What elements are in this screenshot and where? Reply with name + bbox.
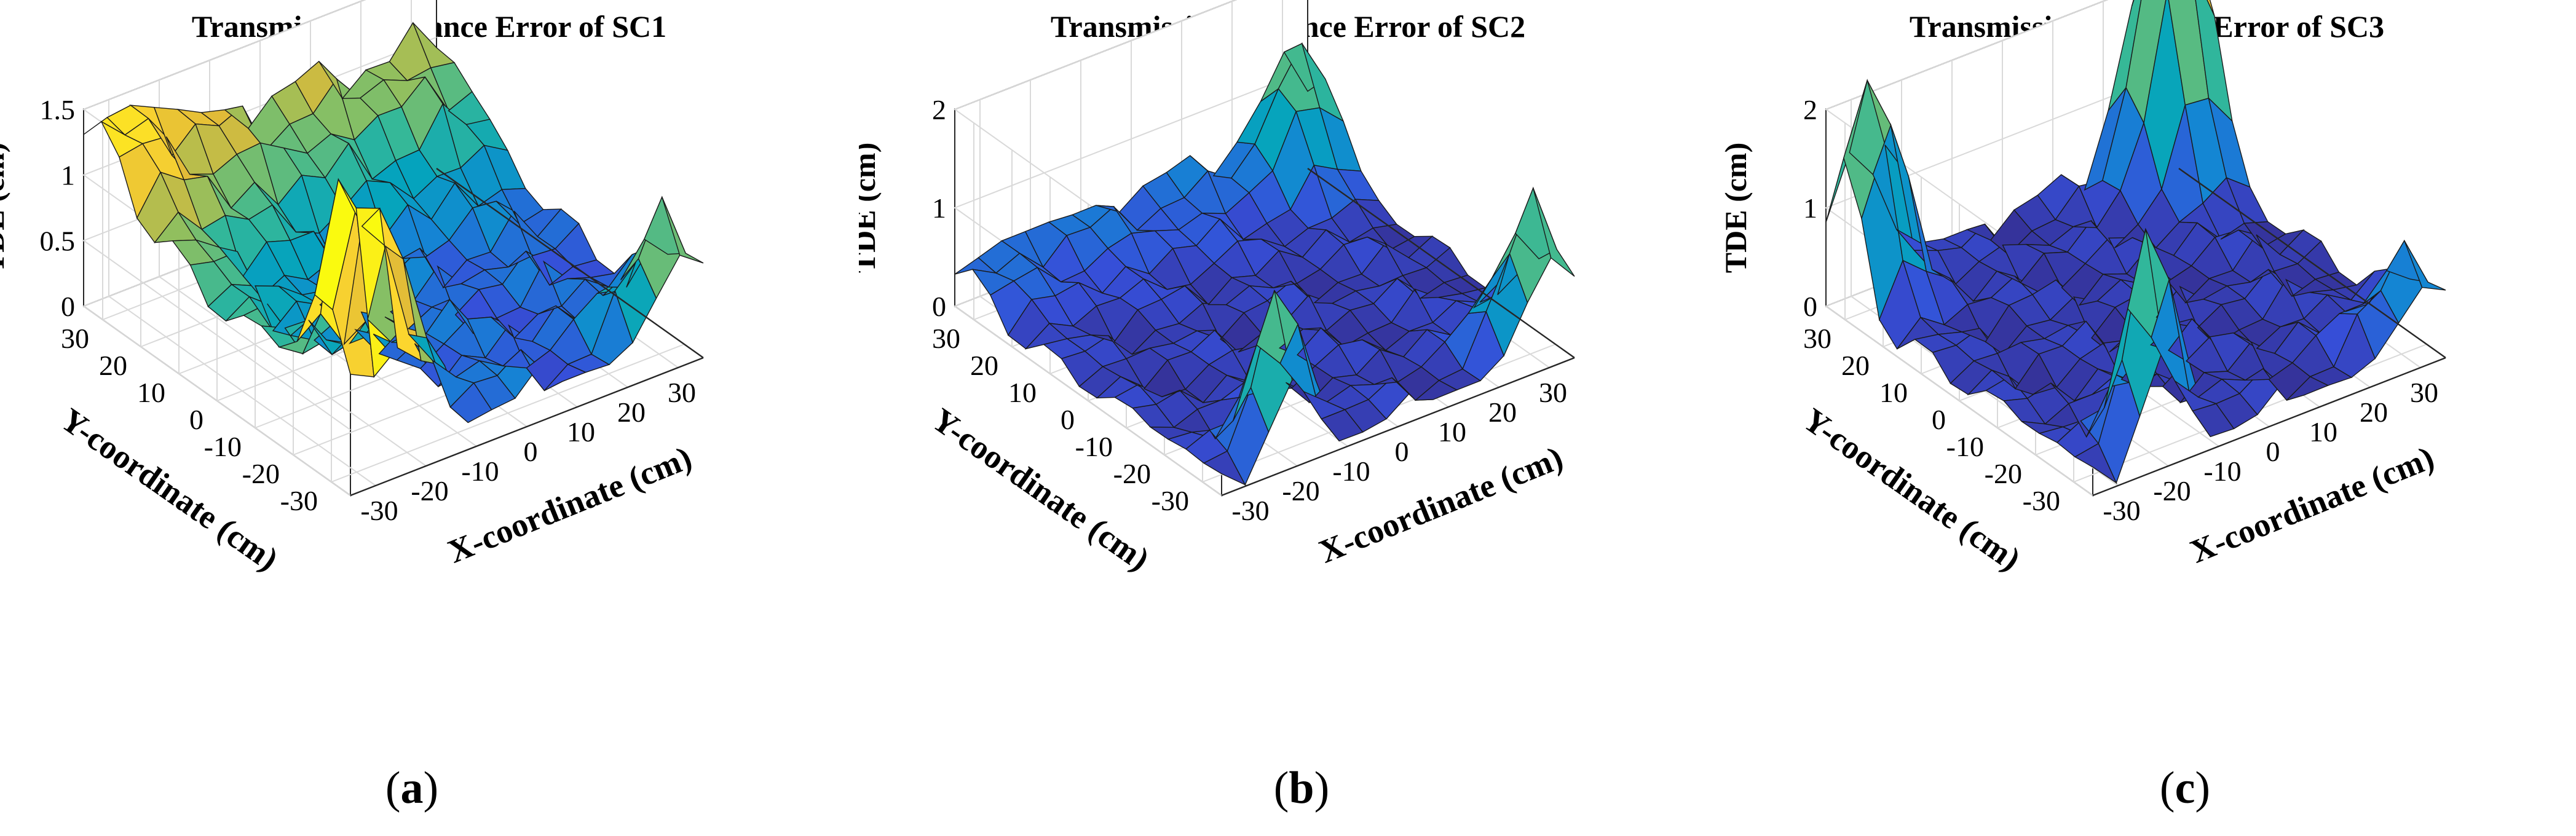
x-tick-label: -20 [411, 475, 448, 507]
x-tick-label: 0 [524, 436, 538, 467]
y-tick-label: -20 [242, 458, 280, 489]
x-tick-label: 0 [1395, 436, 1409, 467]
x-tick-label: -30 [360, 495, 398, 526]
z-tick-label: 0 [1803, 291, 1817, 322]
x-tick-label: -10 [1332, 455, 1370, 487]
surface-mesh [1825, 0, 2446, 484]
z-axis-label: TDE (cm) [1718, 143, 1753, 273]
z-tick-label: 1 [1803, 192, 1817, 224]
figure-label-c: (c) [2159, 763, 2211, 813]
panel-a: Transmission Distance Error of SC1-30-20… [0, 0, 858, 836]
x-tick-label: 10 [567, 416, 595, 448]
surface-chart-a: Transmission Distance Error of SC1-30-20… [0, 0, 704, 578]
y-tick-label: 10 [1879, 377, 1908, 408]
panel-c: Transmission Distance Error of SC3-30-20… [1718, 0, 2576, 836]
x-tick-label: 30 [1539, 377, 1567, 408]
surface-patch [2404, 240, 2446, 291]
z-tick-label: 2 [1803, 94, 1817, 125]
y-tick-label: 20 [970, 350, 998, 381]
z-tick-label: 0 [932, 291, 946, 322]
panel-b: Transmission Distance Error of SC2-30-20… [859, 0, 1717, 836]
y-axis-label: Y-coordinate (cm) [54, 401, 285, 578]
x-tick-label: 0 [2266, 436, 2280, 467]
y-axis-line [436, 168, 704, 358]
y-tick-label: 0 [1932, 404, 1946, 435]
x-tick-label: -30 [1231, 495, 1269, 526]
y-axis-label: Y-coordinate (cm) [1796, 401, 2028, 578]
surface-mesh [954, 42, 1575, 486]
x-tick-label: -30 [2103, 495, 2140, 526]
y-tick-label: 30 [932, 323, 960, 354]
y-tick-label: -30 [280, 485, 318, 516]
z-axis-label: TDE (cm) [0, 143, 10, 273]
y-axis-label: Y-coordinate (cm) [925, 401, 1156, 578]
x-tick-label: 10 [2309, 416, 2337, 448]
y-tick-label: -30 [1152, 485, 1189, 516]
x-tick-label: -20 [1282, 475, 1319, 507]
y-axis-line [1307, 168, 1575, 358]
x-tick-label: 30 [668, 377, 696, 408]
y-tick-label: 10 [137, 377, 165, 408]
surface-chart-c: Transmission Distance Error of SC3-30-20… [1718, 0, 2446, 578]
y-tick-label: -20 [1985, 458, 2022, 489]
y-tick-label: 0 [189, 404, 203, 435]
x-tick-label: -10 [461, 455, 499, 487]
z-tick-label: 2 [932, 94, 946, 125]
x-tick-label: -20 [2153, 475, 2191, 507]
x-tick-label: 20 [1488, 396, 1517, 428]
surface-patch [1533, 187, 1575, 277]
z-tick-label: 0 [61, 291, 75, 322]
y-tick-label: 20 [99, 350, 127, 381]
y-tick-label: 20 [1841, 350, 1870, 381]
x-axis-line [2092, 357, 2446, 497]
figure-label-a: (a) [385, 763, 439, 813]
x-axis-line [350, 357, 704, 497]
y-tick-label: -10 [1946, 431, 1984, 462]
x-tick-label: 20 [617, 396, 646, 428]
figure-label-b: (b) [1273, 763, 1330, 813]
y-tick-label: -10 [204, 431, 242, 462]
x-tick-label: 30 [2410, 377, 2438, 408]
y-tick-label: -10 [1075, 431, 1113, 462]
y-tick-label: -20 [1113, 458, 1151, 489]
x-tick-label: 20 [2360, 396, 2388, 428]
surface-patch [662, 197, 704, 264]
z-tick-label: 0.5 [40, 225, 76, 256]
z-tick-label: 1 [932, 192, 946, 224]
surface-patch [2131, 0, 2135, 7]
x-tick-label: 10 [1438, 416, 1466, 448]
y-tick-label: 0 [1061, 404, 1075, 435]
y-tick-label: 30 [61, 323, 89, 354]
x-tick-label: -10 [2203, 455, 2241, 487]
z-tick-label: 1.5 [40, 94, 76, 125]
y-tick-label: 30 [1803, 323, 1831, 354]
y-axis-line [2178, 168, 2446, 358]
z-tick-label: 1 [61, 160, 75, 191]
surface-mesh [83, 22, 704, 424]
y-tick-label: -30 [2023, 485, 2060, 516]
z-axis-label: TDE (cm) [859, 143, 882, 273]
x-axis-line [1221, 357, 1575, 497]
y-tick-label: 10 [1008, 377, 1037, 408]
surface-chart-b: Transmission Distance Error of SC2-30-20… [859, 0, 1575, 578]
